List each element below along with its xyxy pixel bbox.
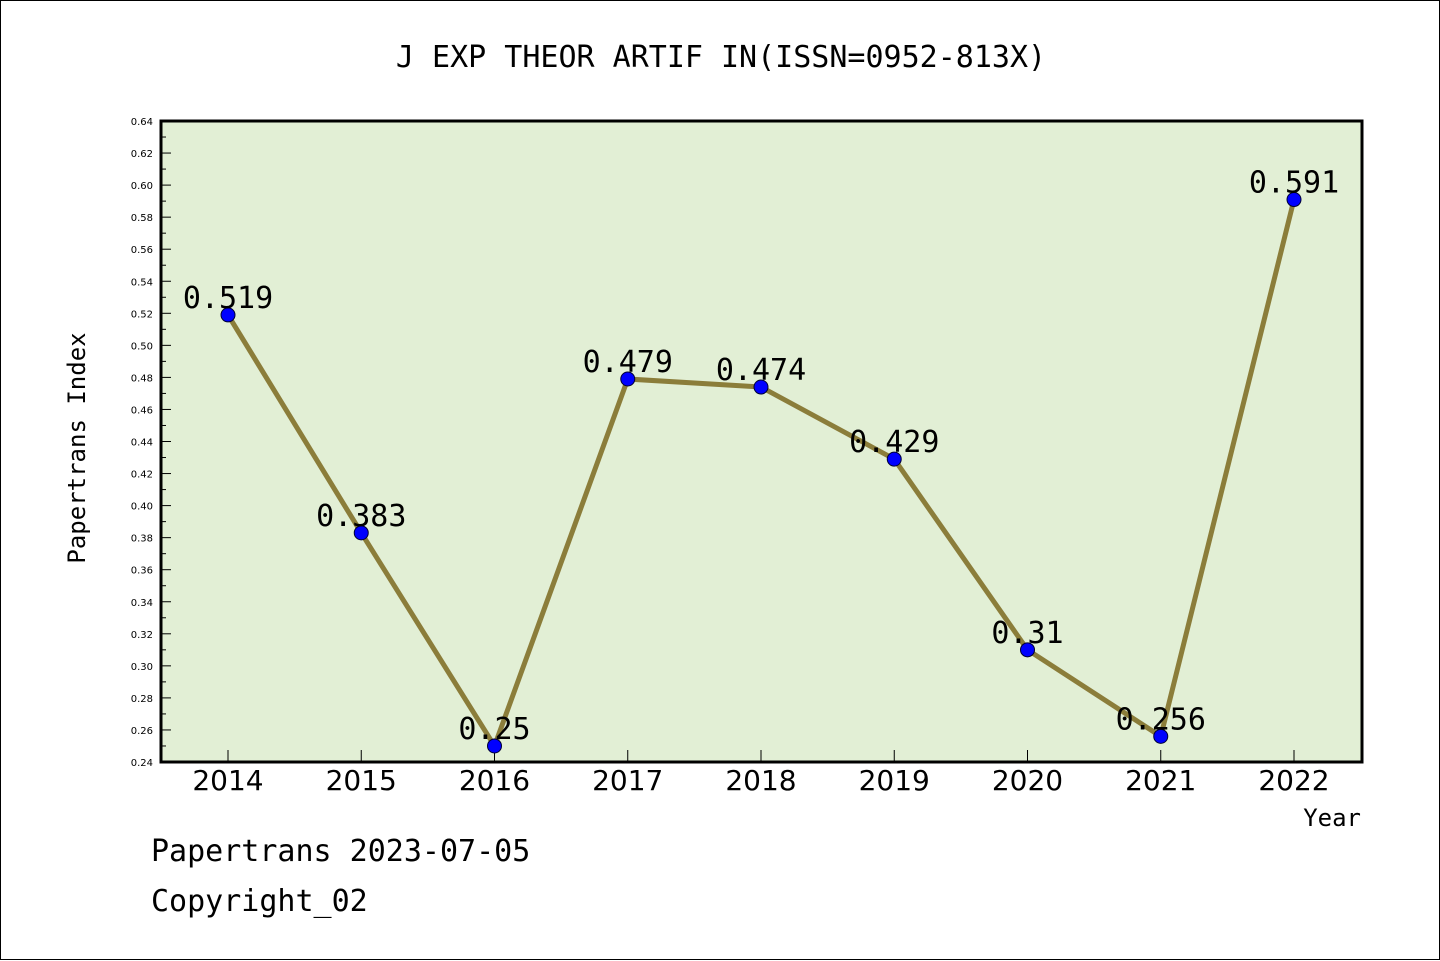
data-label: 0.383 <box>316 499 406 534</box>
data-point <box>353 525 369 541</box>
y-tick-label: 0.38 <box>131 534 153 545</box>
y-tick-label: 0.28 <box>131 694 153 705</box>
y-tick-label: 0.64 <box>131 117 153 128</box>
y-tick-label: 0.32 <box>131 630 153 641</box>
footer-copyright: Copyright_02 <box>151 884 368 919</box>
x-tick-label: 2022 <box>1258 764 1329 797</box>
x-axis-label: Year <box>1303 804 1361 832</box>
chart-title: J EXP THEOR ARTIF IN(ISSN=0952-813X) <box>396 40 1046 75</box>
y-tick-label: 0.56 <box>131 245 153 256</box>
data-point <box>620 371 636 387</box>
y-tick-label: 0.62 <box>131 149 153 160</box>
x-axis-ticks: 2014 2015 2016 2017 2018 2019 2020 2021 2022 <box>192 750 1330 797</box>
data-point <box>886 451 902 467</box>
data-label: 0.31 <box>991 616 1063 651</box>
series-layer <box>220 192 1302 754</box>
x-tick-label: 2020 <box>992 764 1063 797</box>
footer-date: Papertrans 2023-07-05 <box>151 834 531 869</box>
x-tick-label: 2019 <box>859 764 930 797</box>
y-tick-label: 0.58 <box>131 213 153 224</box>
data-point <box>753 379 769 395</box>
y-tick-label: 0.60 <box>131 181 153 192</box>
y-tick-label: 0.54 <box>131 277 153 288</box>
data-label: 0.519 <box>183 281 273 316</box>
data-point <box>1153 728 1169 744</box>
x-tick-label: 2021 <box>1125 764 1196 797</box>
data-label: 0.429 <box>849 425 939 460</box>
y-axis-label: Papertrans Index <box>63 332 91 563</box>
y-axis-ticks: 0.24 0.26 0.28 0.30 0.32 0.34 0.36 0.38 0.40 0.42… <box>131 117 171 769</box>
y-tick-label: 0.34 <box>131 598 153 609</box>
y-tick-label: 0.50 <box>131 341 153 352</box>
y-tick-label: 0.40 <box>131 502 153 513</box>
y-tick-label: 0.48 <box>131 373 153 384</box>
data-label: 0.591 <box>1249 166 1339 201</box>
data-label: 0.479 <box>583 345 673 380</box>
y-tick-label: 0.52 <box>131 309 153 320</box>
data-point <box>220 307 236 323</box>
x-tick-label: 2016 <box>459 764 530 797</box>
y-tick-label: 0.30 <box>131 662 153 673</box>
x-tick-label: 2014 <box>192 764 263 797</box>
data-labels-layer: 0.519 0.383 0.25 0.479 0.474 0.429 0.31 0.256 0.… <box>183 166 1339 747</box>
x-tick-label: 2017 <box>592 764 663 797</box>
y-tick-label: 0.26 <box>131 726 153 737</box>
y-tick-label: 0.46 <box>131 405 153 416</box>
data-label: 0.474 <box>716 353 806 388</box>
x-tick-label: 2018 <box>725 764 796 797</box>
y-tick-label: 0.44 <box>131 438 153 449</box>
data-label: 0.256 <box>1116 702 1206 737</box>
data-point <box>1286 192 1302 208</box>
plot-area <box>159 119 1364 764</box>
x-tick-label: 2015 <box>326 764 397 797</box>
data-label: 0.25 <box>458 712 530 747</box>
y-tick-label: 0.24 <box>131 758 153 769</box>
data-point <box>1020 642 1035 658</box>
y-tick-label: 0.42 <box>131 470 153 481</box>
data-point <box>487 738 502 754</box>
y-tick-label: 0.36 <box>131 566 153 577</box>
